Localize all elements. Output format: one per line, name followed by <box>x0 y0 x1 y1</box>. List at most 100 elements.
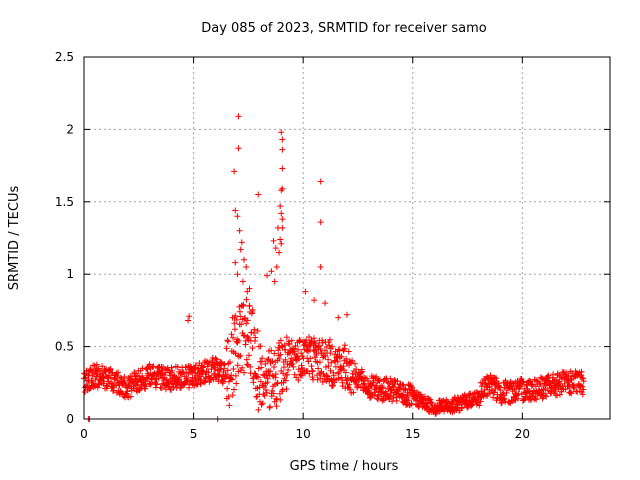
data-point <box>296 356 303 363</box>
data-point <box>361 374 368 381</box>
data-point <box>533 377 540 384</box>
data-point <box>411 387 418 394</box>
data-point <box>168 364 175 371</box>
data-point <box>86 386 93 393</box>
data-point <box>296 336 303 343</box>
data-point <box>323 343 330 350</box>
data-point <box>240 301 247 308</box>
data-point <box>328 359 335 366</box>
data-point <box>528 397 535 404</box>
data-point <box>226 359 233 366</box>
data-point <box>233 316 240 323</box>
data-point <box>277 236 284 243</box>
data-point <box>315 365 322 372</box>
data-point <box>335 314 342 321</box>
data-point <box>234 362 241 369</box>
data-point <box>271 363 278 370</box>
data-point <box>343 355 350 362</box>
data-point <box>109 369 116 376</box>
data-point <box>317 263 324 270</box>
data-point <box>359 368 366 375</box>
x-tick-label: 20 <box>515 427 530 441</box>
data-point <box>109 381 116 388</box>
data-point <box>269 358 276 365</box>
data-point <box>503 389 510 396</box>
data-point <box>477 398 484 405</box>
data-point <box>276 355 283 362</box>
data-point <box>542 392 549 399</box>
data-point <box>241 369 248 376</box>
data-point <box>252 334 259 341</box>
data-point <box>232 259 239 266</box>
data-point <box>478 388 485 395</box>
data-point <box>277 337 284 344</box>
data-point <box>301 366 308 373</box>
data-point <box>550 371 557 378</box>
data-point <box>267 368 274 375</box>
data-point <box>291 348 298 355</box>
data-point <box>278 129 285 136</box>
data-point <box>399 381 406 388</box>
data-point <box>529 381 536 388</box>
data-point <box>309 368 316 375</box>
data-point <box>353 366 360 373</box>
data-point <box>251 326 258 333</box>
data-point <box>93 361 100 368</box>
data-point <box>580 375 587 382</box>
data-point <box>274 380 281 387</box>
data-point <box>107 365 114 372</box>
data-point <box>334 358 341 365</box>
data-point <box>278 240 285 247</box>
data-point <box>317 178 324 185</box>
data-point <box>277 396 284 403</box>
data-point <box>543 393 550 400</box>
data-point <box>221 361 228 368</box>
data-point <box>218 360 225 367</box>
data-point <box>236 353 243 360</box>
data-point <box>286 341 293 348</box>
data-point <box>344 311 350 318</box>
data-point <box>355 381 362 388</box>
data-point <box>270 237 277 244</box>
data-point <box>379 385 386 392</box>
data-point <box>322 353 329 360</box>
y-tick-label: 0.5 <box>55 340 74 354</box>
data-point <box>343 377 350 384</box>
data-point <box>579 391 586 398</box>
data-point <box>279 216 286 223</box>
data-point <box>246 302 253 309</box>
data-points <box>81 113 587 422</box>
data-point <box>319 339 326 346</box>
y-tick-label: 2.5 <box>55 50 74 64</box>
data-point <box>261 383 268 390</box>
x-tick-label: 5 <box>190 427 198 441</box>
y-tick-label: 1 <box>66 267 74 281</box>
data-point <box>158 371 165 378</box>
x-tick-label: 15 <box>405 427 420 441</box>
data-point <box>195 365 202 372</box>
data-point <box>303 337 310 344</box>
data-point <box>246 352 253 359</box>
data-point <box>330 383 337 390</box>
data-point <box>272 245 279 252</box>
data-point <box>341 342 348 349</box>
data-point <box>309 374 316 381</box>
data-point <box>85 372 92 379</box>
data-point <box>272 370 279 377</box>
data-point <box>327 350 334 357</box>
data-point <box>278 187 285 194</box>
data-point <box>323 372 330 379</box>
data-point <box>453 406 460 413</box>
data-point <box>150 363 157 370</box>
data-point <box>228 372 235 379</box>
data-point <box>244 333 251 340</box>
data-point <box>454 394 461 401</box>
data-point <box>516 383 523 390</box>
data-point <box>295 377 302 384</box>
data-point <box>464 404 471 411</box>
data-point <box>573 370 580 377</box>
data-point <box>385 380 392 387</box>
data-point <box>284 371 291 378</box>
data-point <box>87 365 94 372</box>
data-point <box>99 363 106 370</box>
